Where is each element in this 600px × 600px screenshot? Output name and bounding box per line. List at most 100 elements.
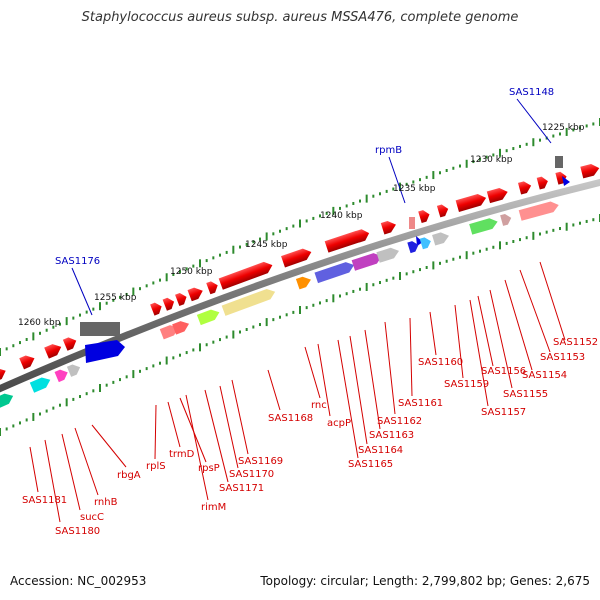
- gene-label[interactable]: SAS1159: [444, 379, 489, 390]
- track-dot: [459, 255, 461, 259]
- gene-label[interactable]: rnhB: [94, 497, 118, 508]
- gene-label[interactable]: SAS1152: [553, 337, 598, 348]
- gene-label[interactable]: rpsP: [198, 463, 220, 474]
- gene-label[interactable]: SAS1169: [238, 456, 283, 467]
- track-dot: [525, 236, 528, 240]
- label-connector: [185, 394, 209, 501]
- gene-label[interactable]: rplS: [146, 461, 166, 472]
- kbp-tick: [332, 294, 335, 303]
- gene-label-blue[interactable]: SAS1148: [509, 87, 554, 98]
- gene-label[interactable]: SAS1161: [398, 398, 443, 409]
- gene-label[interactable]: SAS1155: [503, 389, 548, 400]
- kbp-tick: [199, 259, 201, 268]
- gene-shape: [85, 340, 125, 363]
- track-dot: [479, 249, 481, 253]
- label-connector: [454, 304, 464, 379]
- track-dot: [172, 356, 175, 360]
- gene-label-blue[interactable]: rpmB: [375, 145, 402, 156]
- gene-label[interactable]: trmD: [169, 449, 195, 460]
- gene-arrow: [517, 181, 532, 195]
- track-dot: [472, 160, 475, 164]
- kbp-tick: [299, 306, 301, 314]
- gene-shape: [221, 288, 276, 316]
- gene-label[interactable]: SAS1180: [55, 526, 100, 537]
- gene-label[interactable]: SAS1165: [348, 459, 393, 470]
- gene-arrow: [0, 368, 6, 385]
- gene-arrow: [187, 287, 203, 302]
- track-dot: [445, 169, 448, 173]
- track-dot: [59, 403, 61, 407]
- gene-label[interactable]: SAS1170: [229, 469, 274, 480]
- track-dot: [25, 418, 28, 422]
- label-connector: [516, 98, 552, 144]
- kbp-tick: [232, 245, 235, 254]
- track-dot: [139, 369, 141, 373]
- gene-arrow: [162, 297, 175, 311]
- track-dot: [379, 281, 381, 285]
- gene-arrow: [44, 344, 62, 359]
- accession-label: Accession: NC_002953: [10, 574, 147, 588]
- track-dot: [552, 134, 555, 138]
- kbp-tick: [99, 302, 101, 311]
- label-connector: [304, 346, 321, 399]
- gene-label[interactable]: acpP: [327, 418, 351, 429]
- track-dot: [285, 227, 288, 231]
- gene-arrow: [580, 164, 600, 179]
- gene-shape: [469, 218, 498, 235]
- gene-label-blue[interactable]: SAS1176: [55, 256, 100, 267]
- gene-shape: [218, 261, 273, 290]
- label-connector: [61, 433, 81, 511]
- gene-label[interactable]: SAS1156: [481, 366, 526, 377]
- track-dot: [592, 218, 595, 222]
- gene-label[interactable]: SAS1171: [219, 483, 264, 494]
- track-dot: [572, 223, 575, 227]
- track-dot: [85, 392, 88, 396]
- track-dot: [312, 216, 315, 220]
- track-dot: [245, 242, 248, 246]
- kbp-tick: [399, 272, 401, 280]
- gene-label[interactable]: SAS1181: [22, 495, 67, 506]
- label-connector: [539, 261, 566, 341]
- kbp-tick: [399, 182, 401, 191]
- gene-label[interactable]: SAS1162: [377, 416, 422, 427]
- track-dot: [385, 278, 388, 282]
- track-dot: [212, 256, 215, 260]
- gene-label[interactable]: SAS1164: [358, 445, 403, 456]
- genome-backbone: [0, 178, 600, 393]
- gene-label[interactable]: rbgA: [117, 470, 141, 481]
- track-dot: [152, 281, 155, 285]
- gene-label[interactable]: rnc: [311, 400, 327, 411]
- gene-label[interactable]: SAS1168: [268, 413, 313, 424]
- gene-shape: [580, 164, 600, 179]
- track-dot: [12, 424, 15, 428]
- gene-label[interactable]: SAS1157: [481, 407, 526, 418]
- gene-label[interactable]: SAS1154: [522, 370, 567, 381]
- gene-label[interactable]: SAS1153: [540, 352, 585, 363]
- gene-label[interactable]: rimM: [201, 502, 226, 513]
- kbp-label: 1225 kbp: [542, 123, 585, 133]
- track-dot: [212, 340, 215, 344]
- gene-arrow: [295, 276, 311, 290]
- gene-label[interactable]: SAS1160: [418, 357, 463, 368]
- track-dot: [159, 361, 161, 365]
- gene-arrow: [536, 176, 548, 190]
- kbp-tick: [0, 348, 1, 356]
- track-dot: [185, 351, 188, 355]
- gene-shape: [295, 276, 311, 290]
- gene-shape: [314, 262, 355, 284]
- gene-label[interactable]: SAS1163: [369, 430, 414, 441]
- label-connector: [317, 343, 331, 417]
- track-dot: [152, 364, 155, 368]
- gene-label[interactable]: sucC: [80, 512, 104, 523]
- kbp-tick: [165, 356, 168, 365]
- track-dot: [572, 128, 575, 132]
- track-dot: [72, 316, 75, 320]
- gene-shape: [206, 281, 218, 295]
- track-dot: [472, 251, 475, 255]
- gene-arrow: [314, 262, 355, 284]
- track-dot: [412, 180, 415, 184]
- label-connector: [364, 329, 381, 430]
- gene-arrow: [62, 337, 77, 351]
- track-dot: [205, 343, 208, 347]
